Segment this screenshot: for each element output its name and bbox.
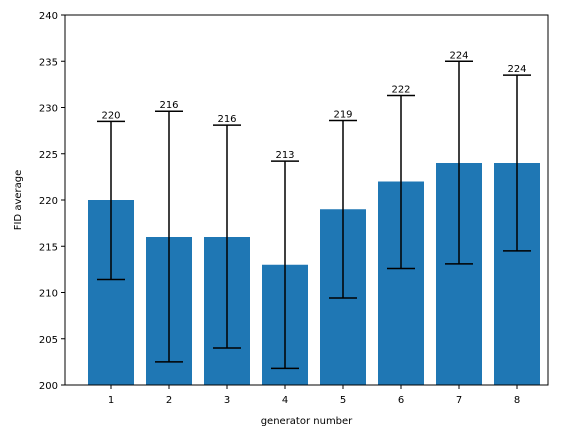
value-label-2: 216 — [159, 100, 178, 111]
error-bars-group — [97, 60, 531, 370]
x-tick-label-6: 6 — [398, 395, 404, 406]
bars-group — [88, 163, 540, 385]
value-labels-group: 220 216 216 213 219 222 224 224 — [101, 50, 526, 161]
value-label-3: 216 — [217, 114, 236, 125]
x-tick-label-5: 5 — [340, 395, 346, 406]
x-tick-label-7: 7 — [456, 395, 462, 406]
y-tick-label-240: 240 — [39, 11, 58, 22]
y-tick-label-220: 220 — [39, 196, 58, 207]
y-tick-label-210: 210 — [39, 289, 58, 300]
y-tick-label-230: 230 — [39, 104, 58, 115]
y-axis-ticks: 200 205 210 215 220 225 230 235 240 — [39, 11, 65, 392]
y-tick-label-225: 225 — [39, 150, 58, 161]
x-axis-label: generator number — [261, 416, 353, 427]
value-label-8: 224 — [507, 64, 526, 75]
x-tick-label-4: 4 — [282, 395, 288, 406]
value-label-4: 213 — [275, 150, 294, 161]
x-tick-label-3: 3 — [224, 395, 230, 406]
y-tick-label-235: 235 — [39, 57, 58, 68]
x-axis-ticks: 1 2 3 4 5 6 7 8 — [108, 385, 520, 406]
y-tick-label-200: 200 — [39, 381, 58, 392]
x-tick-label-1: 1 — [108, 395, 114, 406]
value-label-6: 222 — [391, 84, 410, 95]
value-label-7: 224 — [449, 50, 468, 61]
plot-frame — [64, 14, 549, 386]
y-tick-label-215: 215 — [39, 242, 58, 253]
value-label-5: 219 — [333, 109, 352, 120]
y-axis-label: FID average — [13, 170, 24, 231]
x-tick-label-8: 8 — [514, 395, 520, 406]
value-label-1: 220 — [101, 110, 120, 121]
x-tick-label-2: 2 — [166, 395, 172, 406]
y-tick-label-205: 205 — [39, 335, 58, 346]
